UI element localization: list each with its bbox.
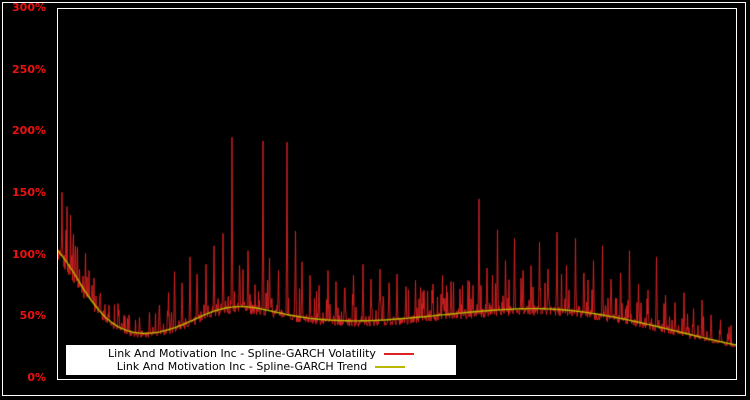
legend-label-trend: Link And Motivation Inc - Spline-GARCH T… [116, 360, 368, 373]
y-tick-label: 150% [12, 186, 46, 199]
y-tick-label: 200% [12, 124, 46, 137]
y-tick-label: 50% [19, 309, 46, 322]
y-tick-label: 100% [12, 248, 46, 261]
y-tick-label: 250% [12, 63, 46, 76]
y-tick-label: 300% [12, 1, 46, 14]
legend-item-trend: Link And Motivation Inc - Spline-GARCH T… [66, 360, 456, 373]
legend-line-trend-icon [375, 365, 406, 368]
legend: Link And Motivation Inc - Spline-GARCH V… [66, 345, 456, 375]
legend-line-volatility-icon [383, 352, 414, 355]
y-axis: 300% 250% 200% 150% 100% 50% 0% [0, 0, 50, 400]
y-tick-label: 0% [27, 371, 46, 384]
legend-item-volatility: Link And Motivation Inc - Spline-GARCH V… [66, 347, 456, 360]
plot-area [57, 8, 737, 380]
legend-label-volatility: Link And Motivation Inc - Spline-GARCH V… [108, 347, 376, 360]
